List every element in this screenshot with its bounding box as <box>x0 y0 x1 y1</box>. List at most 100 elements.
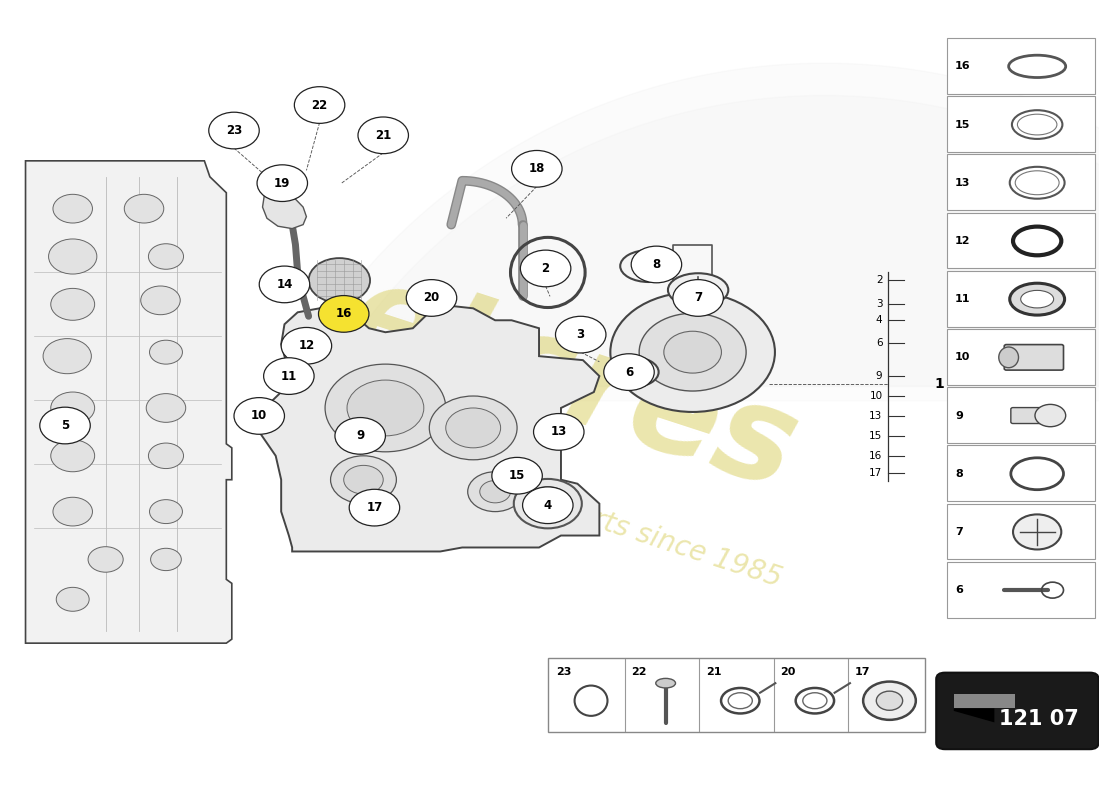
Circle shape <box>53 194 92 223</box>
Ellipse shape <box>616 363 649 381</box>
Text: 17: 17 <box>366 501 383 514</box>
Circle shape <box>406 280 456 316</box>
Polygon shape <box>260 306 600 551</box>
Circle shape <box>358 117 408 154</box>
Text: 8: 8 <box>955 469 962 478</box>
Text: 17: 17 <box>869 468 882 478</box>
Circle shape <box>53 498 92 526</box>
Circle shape <box>264 358 315 394</box>
Text: 12: 12 <box>955 236 970 246</box>
Text: 14: 14 <box>276 278 293 291</box>
Polygon shape <box>316 95 1100 401</box>
Circle shape <box>260 266 310 302</box>
Text: 13: 13 <box>869 411 882 421</box>
Circle shape <box>151 548 182 570</box>
Text: 7: 7 <box>694 291 702 305</box>
Polygon shape <box>954 708 994 722</box>
Bar <box>947 504 1096 559</box>
Text: 10: 10 <box>869 391 882 401</box>
Bar <box>947 96 1096 152</box>
Text: 4: 4 <box>876 315 882 326</box>
Ellipse shape <box>999 347 1019 368</box>
Text: 9: 9 <box>876 371 882 381</box>
Circle shape <box>610 292 774 412</box>
Text: 2: 2 <box>541 262 550 275</box>
Circle shape <box>51 440 95 472</box>
Circle shape <box>520 250 571 286</box>
Circle shape <box>150 500 183 523</box>
Circle shape <box>512 150 562 187</box>
Text: 11: 11 <box>280 370 297 382</box>
Polygon shape <box>287 63 1100 386</box>
Circle shape <box>663 331 722 373</box>
Text: 18: 18 <box>529 162 544 175</box>
Text: 21: 21 <box>706 667 722 677</box>
Circle shape <box>319 295 369 332</box>
Circle shape <box>141 286 180 314</box>
Circle shape <box>349 490 399 526</box>
Bar <box>947 38 1096 94</box>
Circle shape <box>43 338 91 374</box>
Text: 9: 9 <box>356 430 364 442</box>
Circle shape <box>295 86 344 123</box>
Text: 21: 21 <box>375 129 392 142</box>
Text: 15: 15 <box>869 431 882 441</box>
Ellipse shape <box>514 479 582 528</box>
Text: 4: 4 <box>543 498 552 512</box>
Circle shape <box>480 481 510 503</box>
Text: 121 07: 121 07 <box>999 709 1079 729</box>
Text: 5: 5 <box>60 419 69 432</box>
Circle shape <box>673 280 724 316</box>
Bar <box>947 446 1096 502</box>
Text: 13: 13 <box>955 178 970 188</box>
FancyBboxPatch shape <box>1004 345 1064 370</box>
Circle shape <box>150 340 183 364</box>
Text: 7: 7 <box>955 527 962 537</box>
Circle shape <box>257 165 308 202</box>
Circle shape <box>51 288 95 320</box>
Circle shape <box>534 414 584 450</box>
Text: 9: 9 <box>955 410 962 421</box>
Text: 13: 13 <box>551 426 566 438</box>
Circle shape <box>877 691 903 710</box>
Text: 3: 3 <box>876 299 882 310</box>
Circle shape <box>343 466 383 494</box>
Circle shape <box>429 396 517 460</box>
Text: 16: 16 <box>336 307 352 321</box>
Circle shape <box>468 472 522 512</box>
Bar <box>947 562 1096 618</box>
Circle shape <box>864 682 916 720</box>
Circle shape <box>56 587 89 611</box>
Text: 20: 20 <box>780 667 795 677</box>
Bar <box>947 154 1096 210</box>
Text: 16: 16 <box>955 62 970 71</box>
Text: 17: 17 <box>855 667 870 677</box>
Bar <box>947 271 1096 326</box>
Ellipse shape <box>656 678 675 688</box>
Text: 3: 3 <box>576 328 585 341</box>
Bar <box>548 658 925 733</box>
Circle shape <box>48 239 97 274</box>
Text: 8: 8 <box>652 258 661 271</box>
Bar <box>947 387 1096 443</box>
Text: etcres: etcres <box>331 252 812 516</box>
Ellipse shape <box>537 496 559 512</box>
Circle shape <box>148 244 184 270</box>
Circle shape <box>309 258 370 302</box>
Text: 20: 20 <box>424 291 440 305</box>
Text: 6: 6 <box>625 366 634 378</box>
Ellipse shape <box>606 357 659 387</box>
Circle shape <box>604 354 654 390</box>
Polygon shape <box>25 161 232 643</box>
Text: 15: 15 <box>955 119 970 130</box>
Circle shape <box>346 380 424 436</box>
Text: 10: 10 <box>251 410 267 422</box>
Bar <box>954 694 1014 708</box>
Text: 10: 10 <box>955 352 970 362</box>
Text: 15: 15 <box>509 470 526 482</box>
Circle shape <box>209 112 260 149</box>
Text: 19: 19 <box>274 177 290 190</box>
Circle shape <box>146 394 186 422</box>
Circle shape <box>40 407 90 444</box>
Text: 22: 22 <box>311 98 328 111</box>
